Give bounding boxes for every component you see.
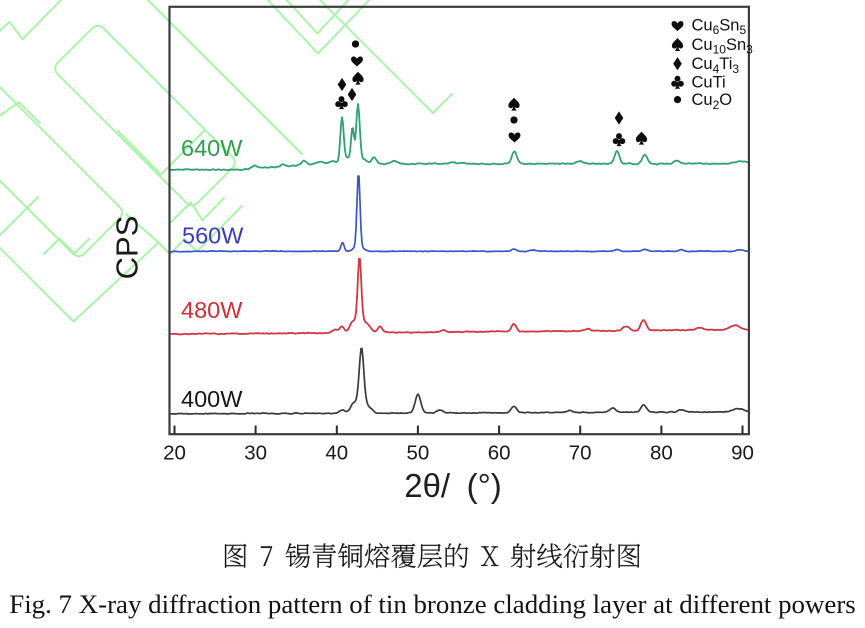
- svg-text:CPS: CPS: [110, 216, 145, 280]
- svg-text:CuTi: CuTi: [692, 74, 726, 92]
- svg-text:480W: 480W: [181, 297, 243, 323]
- svg-text:Cu10​Sn3​: Cu10​Sn3​: [692, 36, 754, 57]
- svg-text:Cu2​O: Cu2​O: [692, 91, 733, 112]
- svg-text:30: 30: [244, 442, 267, 465]
- svg-text:40: 40: [325, 442, 348, 465]
- svg-text:70: 70: [569, 442, 592, 465]
- svg-text:640W: 640W: [181, 135, 243, 161]
- svg-text:60: 60: [488, 442, 511, 465]
- svg-text:80: 80: [650, 442, 673, 465]
- svg-text:2θ/ (°): 2θ/ (°): [404, 467, 502, 504]
- svg-text:Cu6​Sn5​: Cu6​Sn5​: [692, 16, 747, 37]
- svg-text:Fig. 7 X-ray diffraction patte: Fig. 7 X-ray diffraction pattern of tin …: [9, 589, 856, 619]
- svg-text:90: 90: [731, 442, 754, 465]
- svg-text:20: 20: [163, 442, 186, 465]
- svg-text:50: 50: [406, 442, 429, 465]
- svg-text:Cu4​Ti3​: Cu4​Ti3​: [692, 55, 740, 76]
- svg-text:560W: 560W: [182, 223, 244, 249]
- svg-text:400W: 400W: [181, 386, 243, 412]
